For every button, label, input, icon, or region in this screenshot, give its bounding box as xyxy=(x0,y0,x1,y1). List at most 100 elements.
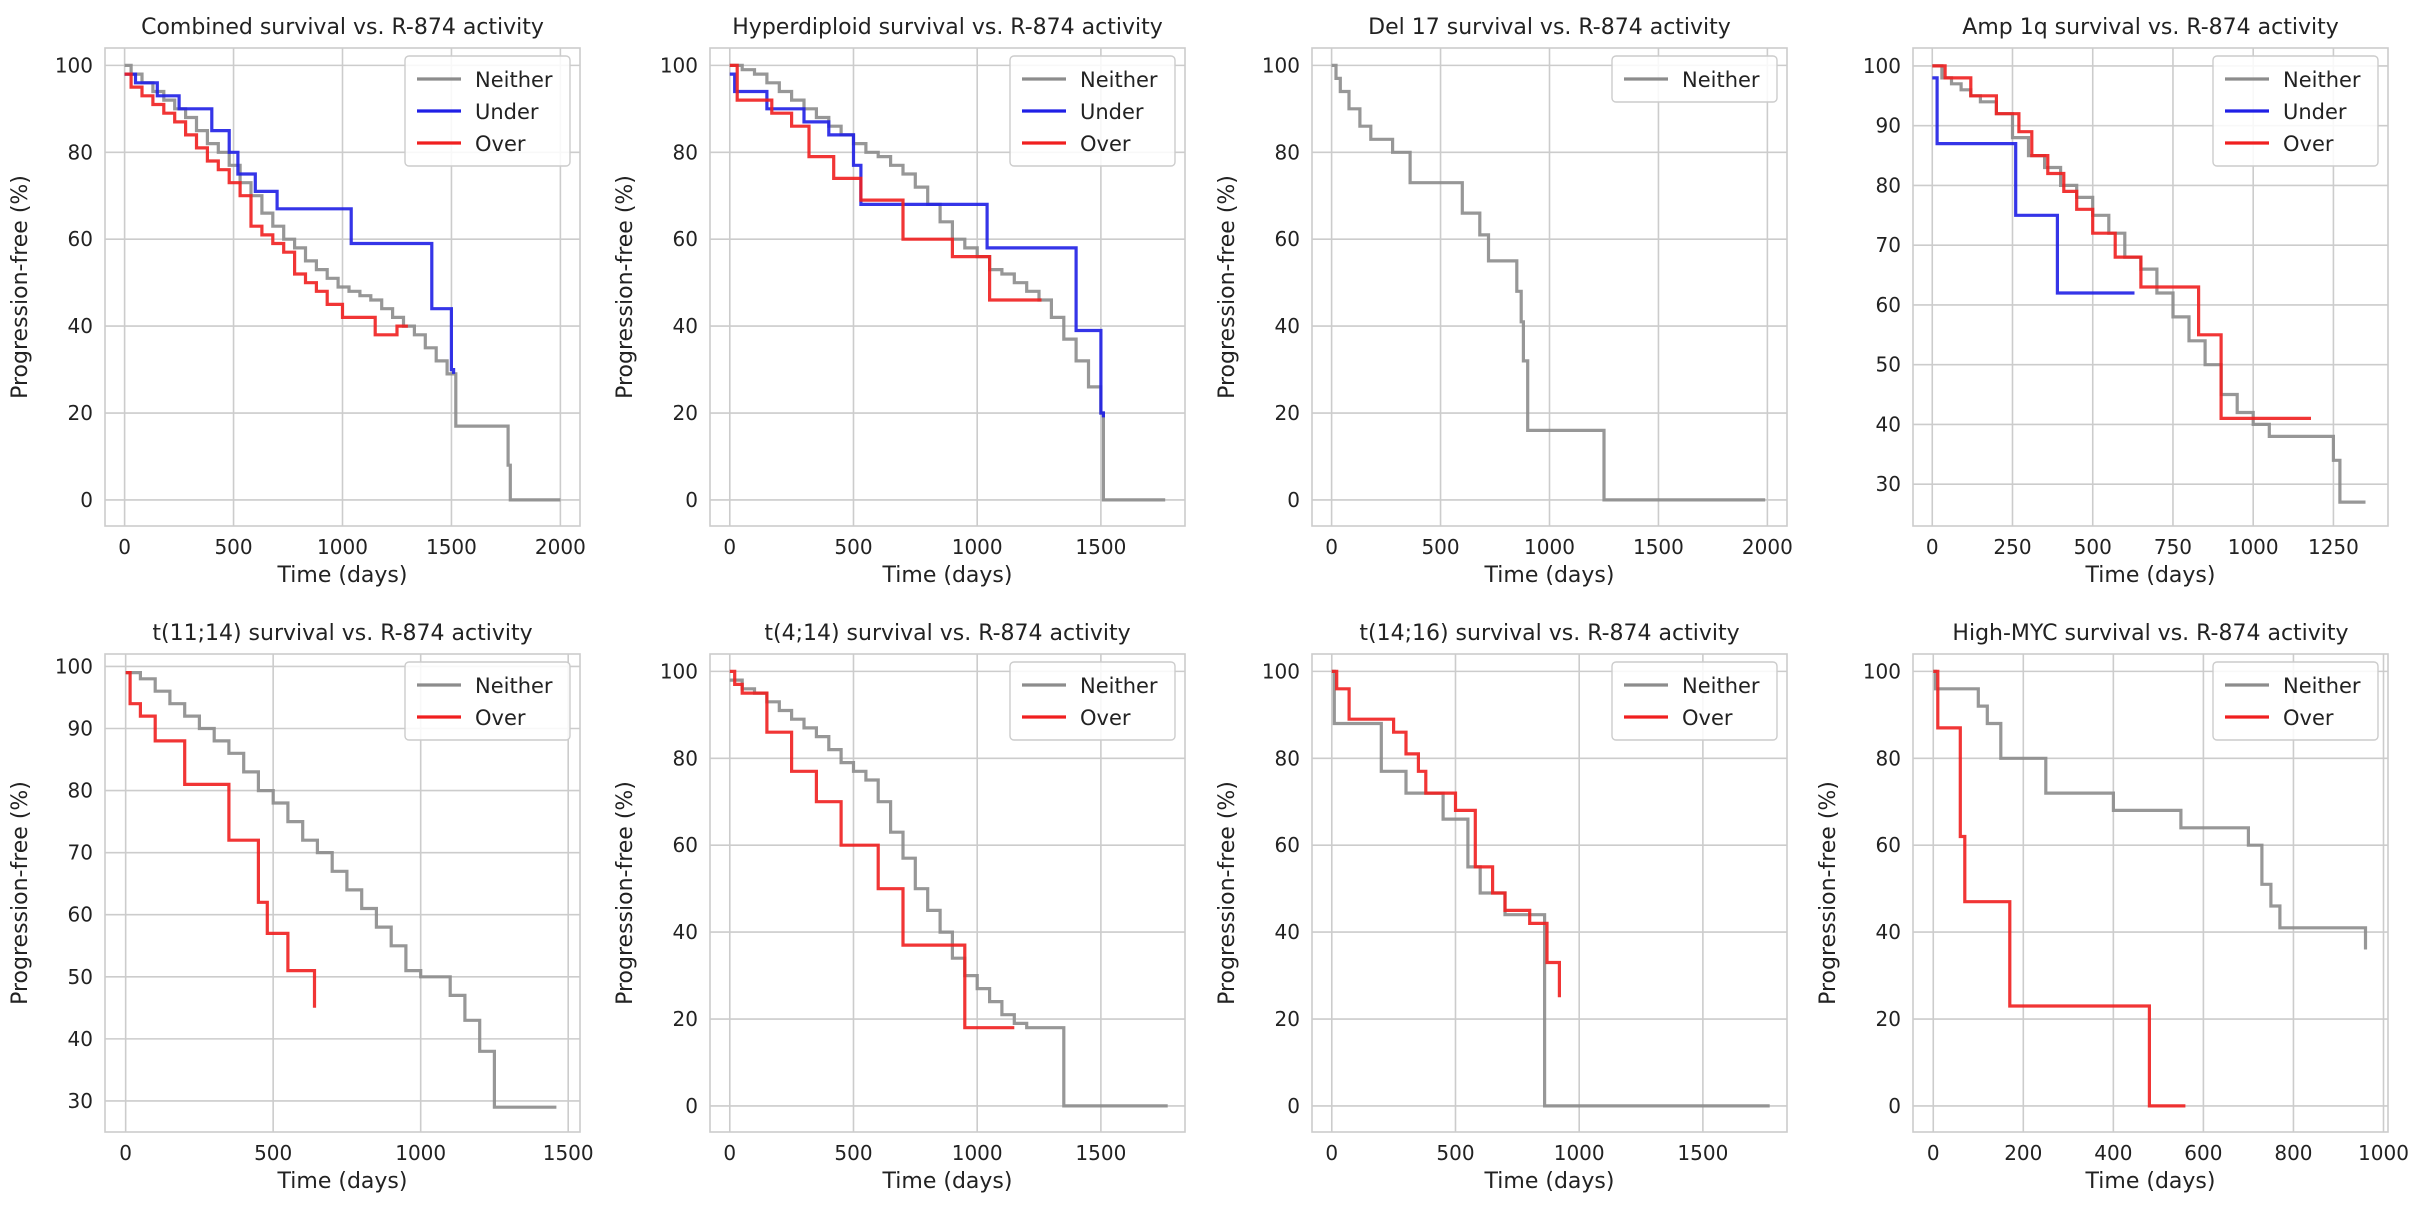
x-tick-label: 1500 xyxy=(1075,1141,1126,1165)
legend-label-neither: Neither xyxy=(2283,68,2361,92)
x-tick-label: 0 xyxy=(723,535,736,559)
x-tick-label: 600 xyxy=(2184,1141,2222,1165)
x-tick-label: 200 xyxy=(2004,1141,2042,1165)
legend-box xyxy=(1009,55,1176,167)
y-tick-label: 90 xyxy=(1876,114,1901,138)
x-tick-label: 1500 xyxy=(543,1141,594,1165)
y-tick-label: 0 xyxy=(685,1094,698,1118)
y-tick-label: 20 xyxy=(1275,401,1300,425)
y-tick-label: 60 xyxy=(1876,293,1901,317)
y-tick-label: 60 xyxy=(673,833,698,857)
axes-frame xyxy=(104,653,581,1133)
x-tick-label: 500 xyxy=(834,1141,872,1165)
y-tick-label: 40 xyxy=(1876,920,1901,944)
series-line-under xyxy=(124,72,456,374)
y-axis-label: Progression-free (%) xyxy=(1215,175,1240,399)
y-tick-label: 60 xyxy=(1275,227,1300,251)
x-axis-label: Time (days) xyxy=(882,1169,1013,1194)
series-line-neither xyxy=(125,671,557,1109)
legend-box xyxy=(404,661,571,741)
x-tick-label: 1000 xyxy=(1524,535,1575,559)
y-tick-label: 0 xyxy=(685,488,698,512)
series-line-over xyxy=(1933,669,2186,1108)
chart-title: t(4;14) survival vs. R-874 activity xyxy=(764,621,1130,646)
axes-frame xyxy=(1912,653,2389,1133)
y-axis-label: Progression-free (%) xyxy=(1215,781,1240,1005)
legend-label-over: Over xyxy=(475,132,526,156)
legend-label-over: Over xyxy=(1080,132,1131,156)
y-tick-label: 50 xyxy=(68,965,93,989)
y-tick-label: 80 xyxy=(673,140,698,164)
y-tick-label: 80 xyxy=(673,746,698,770)
x-tick-label: 1500 xyxy=(426,535,477,559)
x-tick-label: 0 xyxy=(1325,535,1338,559)
legend-label-over: Over xyxy=(475,706,526,730)
y-tick-label: 60 xyxy=(68,903,93,927)
y-tick-label: 60 xyxy=(68,227,93,251)
x-tick-label: 2000 xyxy=(535,535,586,559)
y-tick-label: 40 xyxy=(68,314,93,338)
x-tick-label: 1500 xyxy=(1633,535,1684,559)
x-axis-label: Time (days) xyxy=(2085,1169,2216,1194)
legend: Neither Over xyxy=(2212,661,2379,741)
axes-frame xyxy=(709,47,1186,527)
chart-panel-7: 0 500 1000 1500 0 20 40 60 80 100 t(14;16) surviva… xyxy=(1215,621,1788,1194)
legend-label-neither: Neither xyxy=(1080,68,1158,92)
x-axis-label: Time (days) xyxy=(1484,1169,1615,1194)
x-tick-label: 0 xyxy=(119,1141,132,1165)
axes-frame xyxy=(1311,47,1788,527)
y-tick-label: 80 xyxy=(1876,173,1901,197)
x-tick-label: 1250 xyxy=(2308,535,2359,559)
series-line-neither xyxy=(124,63,561,502)
y-axis-label: Progression-free (%) xyxy=(1816,781,1841,1005)
y-axis-label: Progression-free (%) xyxy=(613,781,638,1005)
axes-frame xyxy=(1912,47,2389,527)
legend-label-neither: Neither xyxy=(475,674,553,698)
series-line-neither xyxy=(729,63,1166,502)
y-axis-label: Progression-free (%) xyxy=(8,781,33,1005)
y-tick-label: 30 xyxy=(68,1089,93,1113)
legend: Neither Under Over xyxy=(2212,55,2379,167)
y-tick-label: 100 xyxy=(660,659,698,683)
x-axis-label: Time (days) xyxy=(277,563,408,588)
y-tick-label: 40 xyxy=(1275,314,1300,338)
series-line-neither xyxy=(729,678,1168,1108)
legend: Neither Over xyxy=(1611,661,1778,741)
y-tick-label: 40 xyxy=(673,920,698,944)
x-tick-label: 0 xyxy=(118,535,131,559)
x-tick-label: 1000 xyxy=(1554,1141,1605,1165)
chart-panel-2: 0 500 1000 1500 0 20 40 60 80 100 Hyperdiploid sur… xyxy=(613,15,1186,588)
x-tick-label: 800 xyxy=(2274,1141,2312,1165)
y-tick-label: 100 xyxy=(660,53,698,77)
y-tick-label: 20 xyxy=(673,1007,698,1031)
legend-label-neither: Neither xyxy=(475,68,553,92)
y-tick-label: 70 xyxy=(1876,233,1901,257)
legend: Neither Over xyxy=(404,661,571,741)
y-tick-label: 60 xyxy=(673,227,698,251)
x-tick-label: 250 xyxy=(1993,535,2031,559)
y-tick-label: 50 xyxy=(1876,353,1901,377)
y-tick-label: 80 xyxy=(68,140,93,164)
legend-label-under: Under xyxy=(2283,100,2347,124)
legend-box xyxy=(2212,661,2379,741)
y-tick-label: 60 xyxy=(1275,833,1300,857)
x-tick-label: 0 xyxy=(1927,1141,1940,1165)
x-tick-label: 0 xyxy=(723,1141,736,1165)
x-tick-label: 1500 xyxy=(1677,1141,1728,1165)
x-tick-label: 1000 xyxy=(2228,535,2279,559)
legend-box xyxy=(1611,55,1778,103)
series-line-over xyxy=(1331,669,1561,998)
x-tick-label: 0 xyxy=(1926,535,1939,559)
x-tick-label: 1000 xyxy=(395,1141,446,1165)
legend: Neither Over xyxy=(1009,661,1176,741)
x-axis-label: Time (days) xyxy=(1484,563,1615,588)
y-tick-label: 0 xyxy=(80,488,93,512)
series-line-over xyxy=(125,671,317,1008)
legend-label-over: Over xyxy=(2283,132,2334,156)
chart-title: Hyperdiploid survival vs. R-874 activity xyxy=(732,15,1162,40)
chart-panel-1: 0 500 1000 1500 2000 0 20 40 60 80 100 Combined sur… xyxy=(8,15,586,588)
x-tick-label: 400 xyxy=(2094,1141,2132,1165)
series-line-neither xyxy=(1933,669,2368,950)
x-tick-label: 2000 xyxy=(1742,535,1793,559)
y-tick-label: 40 xyxy=(68,1027,93,1051)
